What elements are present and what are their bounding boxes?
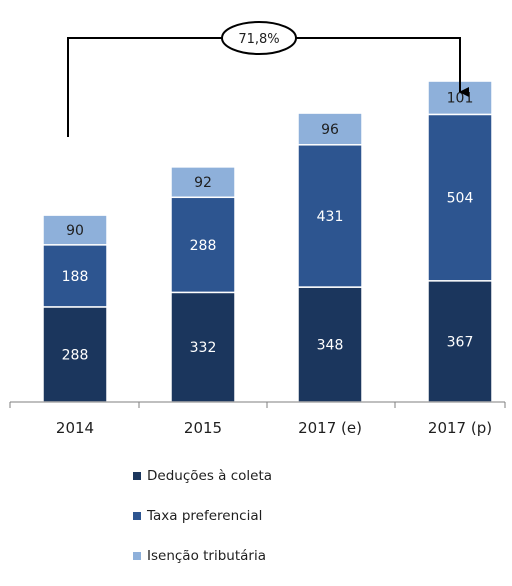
data-label-taxa-1: 288 [190,238,217,254]
data-label-deducoes-2: 348 [317,338,344,354]
x-axis-tick-labels: 2014 2015 2017 (e) 2017 (p) [56,419,492,437]
growth-bracket-line [67,37,460,137]
growth-percentage-label: 71,8% [238,32,279,47]
data-label-taxa-0: 188 [62,269,89,285]
legend-item-isencao: Isenção tributária [133,546,272,566]
x-tick-label-1: 2015 [184,419,222,437]
legend-item-taxa: Taxa preferencial [133,506,272,526]
x-tick-label-2: 2017 (e) [298,419,362,437]
legend: Deduções à coleta Taxa preferencial Isen… [133,466,272,586]
x-axis-ticks [9,402,506,408]
bar-isencao-0 [42,214,108,246]
bar-taxa-0 [42,244,108,308]
data-label-deducoes-1: 332 [190,340,217,356]
data-label-isencao-2: 96 [321,122,339,138]
bars-group: 288 188 90 332 288 92 348 431 96 367 504 101 [42,80,493,403]
data-label-isencao-0: 90 [66,223,84,239]
data-label-deducoes-3: 367 [447,334,474,350]
legend-label-isencao: Isenção tributária [147,548,266,564]
bar-taxa-2 [297,144,363,288]
growth-annotation: 71,8% [67,21,460,137]
legend-swatch-taxa [133,512,141,520]
growth-ellipse [221,21,297,55]
bar-deducoes-0 [42,306,108,403]
legend-label-taxa: Taxa preferencial [147,508,263,524]
legend-swatch-isencao [133,552,141,560]
data-label-taxa-2: 431 [317,209,344,225]
bar-isencao-1 [170,166,236,199]
bar-deducoes-3 [427,280,493,403]
legend-swatch-deducoes [133,472,141,480]
bar-taxa-3 [427,113,493,282]
data-label-taxa-3: 504 [447,191,474,207]
x-tick-label-0: 2014 [56,419,94,437]
data-label-isencao-3: 101 [447,91,474,107]
legend-label-deducoes: Deduções à coleta [147,468,273,484]
legend-item-deducoes: Deduções à coleta [133,466,272,486]
data-label-isencao-1: 92 [194,175,212,191]
bar-deducoes-1 [170,291,236,403]
bar-taxa-1 [170,196,236,294]
data-label-deducoes-0: 288 [62,347,89,363]
bar-isencao-2 [297,112,363,146]
x-tick-label-3: 2017 (p) [428,419,492,437]
